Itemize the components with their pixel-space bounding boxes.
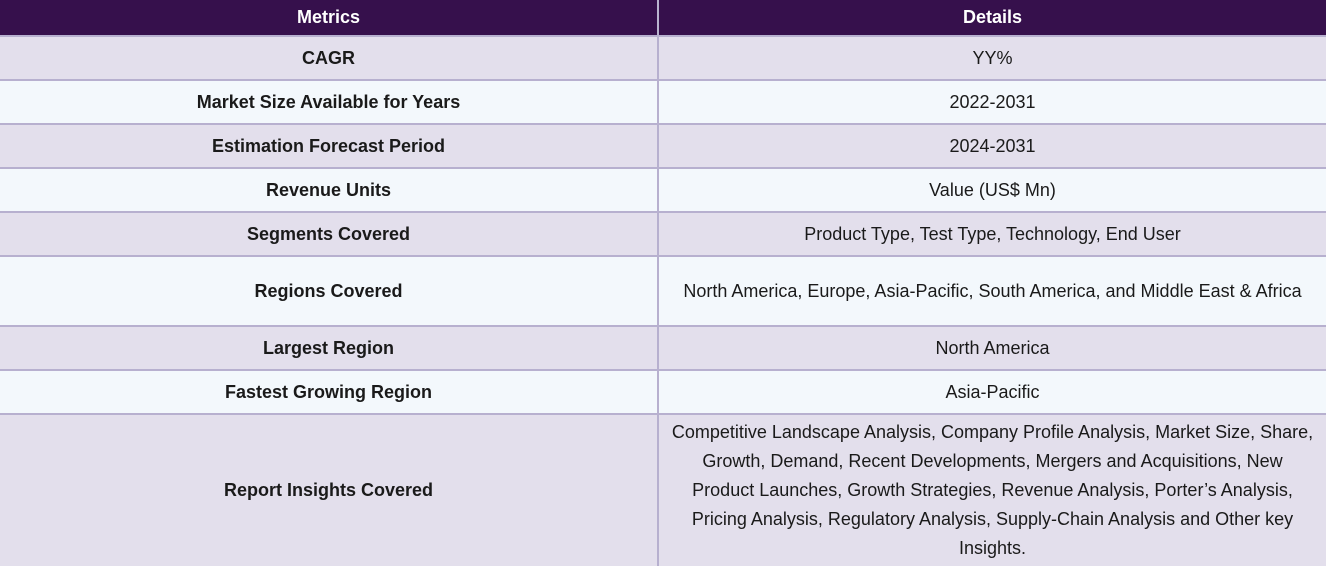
details-cell-segments-covered: Product Type, Test Type, Technology, End… — [658, 211, 1326, 256]
details-cell-revenue-units: Value (US$ Mn) — [658, 167, 1326, 212]
table-row: Report Insights Covered Competitive Land… — [0, 413, 1326, 566]
metric-cell-market-size-years: Market Size Available for Years — [0, 79, 659, 124]
header-details: Details — [658, 0, 1326, 36]
details-cell-largest-region: North America — [658, 325, 1326, 370]
metric-cell-fastest-growing-region: Fastest Growing Region — [0, 369, 659, 414]
metric-cell-report-insights: Report Insights Covered — [0, 413, 659, 566]
metric-cell-segments-covered: Segments Covered — [0, 211, 659, 256]
metric-cell-cagr: CAGR — [0, 35, 659, 80]
metric-cell-largest-region: Largest Region — [0, 325, 659, 370]
table-row: Segments Covered Product Type, Test Type… — [0, 211, 1326, 256]
table-row: CAGR YY% — [0, 35, 1326, 80]
header-metrics: Metrics — [0, 0, 659, 36]
table-row: Estimation Forecast Period 2024-2031 — [0, 123, 1326, 168]
details-cell-report-insights: Competitive Landscape Analysis, Company … — [658, 413, 1326, 566]
metric-cell-revenue-units: Revenue Units — [0, 167, 659, 212]
metric-cell-regions-covered: Regions Covered — [0, 255, 659, 326]
table-row: Market Size Available for Years 2022-203… — [0, 79, 1326, 124]
table-row: Revenue Units Value (US$ Mn) — [0, 167, 1326, 212]
metric-cell-forecast-period: Estimation Forecast Period — [0, 123, 659, 168]
details-cell-fastest-growing-region: Asia-Pacific — [658, 369, 1326, 414]
table-header: Metrics Details — [0, 0, 1326, 36]
details-cell-regions-covered: North America, Europe, Asia-Pacific, Sou… — [658, 255, 1326, 326]
header-row: Metrics Details — [0, 0, 1326, 36]
table-row: Largest Region North America — [0, 325, 1326, 370]
details-cell-forecast-period: 2024-2031 — [658, 123, 1326, 168]
details-cell-market-size-years: 2022-2031 — [658, 79, 1326, 124]
table-body: CAGR YY% Market Size Available for Years… — [0, 35, 1326, 566]
details-cell-cagr: YY% — [658, 35, 1326, 80]
table-row: Regions Covered North America, Europe, A… — [0, 255, 1326, 326]
table-row: Fastest Growing Region Asia-Pacific — [0, 369, 1326, 414]
